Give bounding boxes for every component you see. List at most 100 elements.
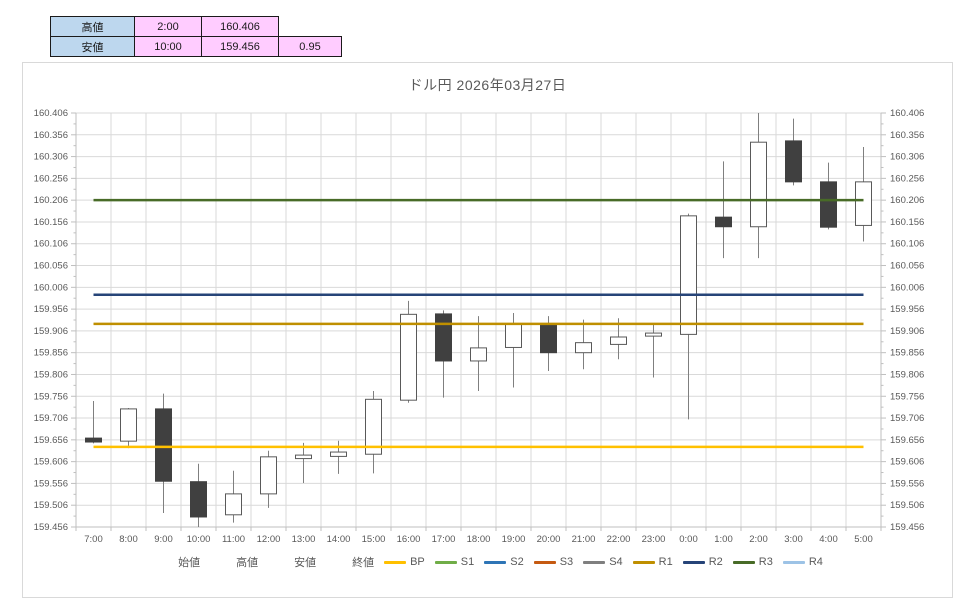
candle-body-10:00[interactable]: [190, 481, 207, 518]
legend-label: 終値: [352, 557, 375, 569]
y-axis-label-left: 159.856: [34, 348, 68, 359]
candle-body-2:00[interactable]: [750, 141, 767, 228]
legend-item-R4[interactable]: R4: [782, 556, 823, 568]
legend-item-S4[interactable]: S4: [583, 556, 623, 568]
legend-line-icon: [782, 560, 805, 564]
candle-body-16:00[interactable]: [400, 313, 417, 401]
y-axis-label-left: 159.756: [34, 391, 68, 402]
x-axis-label: 23:00: [642, 534, 666, 545]
legend-item-高値[interactable]: 高値: [210, 554, 258, 570]
candle-body-4:00[interactable]: [820, 181, 837, 228]
y-axis-label-right: 160.406: [890, 108, 924, 119]
candle-body-14:00[interactable]: [330, 451, 347, 457]
x-axis-label: 21:00: [572, 534, 596, 545]
legend-label: 始値: [178, 557, 201, 569]
x-axis-label: 13:00: [292, 534, 316, 545]
y-axis-label-left: 160.006: [34, 282, 68, 293]
high-label-cell[interactable]: 高値: [50, 16, 135, 37]
x-axis-label: 3:00: [784, 534, 803, 545]
y-axis-label-right: 160.256: [890, 173, 924, 184]
candlestick-chart[interactable]: ドル円 2026年03月27日 160.406 160.406 160.356 160…: [22, 62, 953, 598]
high-price-cell[interactable]: 160.406: [201, 16, 279, 37]
y-axis-label-right: 160.306: [890, 152, 924, 163]
y-axis-label-left: 160.406: [34, 108, 68, 119]
legend-item-終値[interactable]: 終値: [326, 554, 374, 570]
y-axis-label-right: 159.756: [890, 391, 924, 402]
legend-blank-marker: [210, 561, 232, 564]
x-axis-label: 18:00: [467, 534, 491, 545]
x-axis-label: 8:00: [119, 534, 138, 545]
x-axis-label: 14:00: [327, 534, 351, 545]
legend-label: S1: [460, 556, 475, 568]
candle-body-0:00[interactable]: [680, 215, 697, 335]
x-axis-label: 16:00: [397, 534, 421, 545]
empty-cell: [279, 17, 342, 37]
candle-body-20:00[interactable]: [540, 323, 557, 354]
y-axis-label-left: 160.156: [34, 217, 68, 228]
x-axis-label: 2:00: [749, 534, 768, 545]
x-axis-label: 9:00: [154, 534, 173, 545]
candle-body-3:00[interactable]: [785, 140, 802, 183]
candle-body-12:00[interactable]: [260, 456, 277, 495]
summary-table: 高値 2:00 160.406 安値 10:00 159.456 0.95: [50, 16, 342, 57]
y-axis-label-right: 159.556: [890, 478, 924, 489]
candle-body-18:00[interactable]: [470, 347, 487, 362]
legend-line-icon: [533, 560, 556, 564]
y-axis-label-left: 160.056: [34, 261, 68, 272]
y-axis-label-right: 160.156: [890, 217, 924, 228]
candle-body-13:00[interactable]: [295, 454, 312, 460]
candle-body-22:00[interactable]: [610, 336, 627, 345]
y-axis-label-left: 160.256: [34, 173, 68, 184]
candle-body-17:00[interactable]: [435, 313, 452, 362]
legend-item-始値[interactable]: 始値: [152, 554, 200, 570]
candle-body-19:00[interactable]: [505, 323, 522, 348]
low-price-cell[interactable]: 159.456: [201, 36, 279, 57]
candle-body-15:00[interactable]: [365, 398, 382, 455]
candle-body-5:00[interactable]: [855, 181, 872, 226]
legend-item-R1[interactable]: R1: [632, 556, 673, 568]
legend-label: BP: [410, 556, 425, 568]
candle-body-1:00[interactable]: [715, 216, 732, 228]
x-axis-label: 22:00: [607, 534, 631, 545]
plot-area: 160.406 160.406 160.356 160.356 160.306 160.3…: [34, 108, 925, 545]
candle-body-23:00[interactable]: [645, 332, 662, 337]
legend-blank-marker: [152, 561, 174, 564]
legend-item-安値[interactable]: 安値: [268, 554, 316, 570]
candle-body-9:00[interactable]: [155, 408, 172, 482]
x-axis-label: 15:00: [362, 534, 386, 545]
x-axis-label: 10:00: [187, 534, 211, 545]
legend-blank-marker: [326, 561, 348, 564]
range-cell[interactable]: 0.95: [278, 36, 342, 57]
y-axis-label-right: 160.106: [890, 239, 924, 250]
low-label-cell[interactable]: 安値: [50, 36, 135, 57]
legend-label: S3: [559, 556, 574, 568]
y-axis-label-left: 159.956: [34, 304, 68, 315]
legend-item-R2[interactable]: R2: [682, 556, 723, 568]
legend-label: 安値: [294, 557, 317, 569]
low-time-cell[interactable]: 10:00: [134, 36, 202, 57]
x-axis-label: 0:00: [679, 534, 698, 545]
legend-item-S1[interactable]: S1: [434, 556, 475, 568]
y-axis-label-left: 159.806: [34, 369, 68, 380]
legend-item-BP[interactable]: BP: [384, 556, 425, 568]
y-axis-label-left: 159.606: [34, 457, 68, 468]
candle-body-7:00[interactable]: [85, 437, 102, 443]
legend-label: R4: [808, 556, 823, 568]
legend-item-S2[interactable]: S2: [484, 556, 524, 568]
y-axis-label-right: 159.906: [890, 326, 924, 337]
y-axis-label-left: 159.456: [34, 522, 68, 533]
candle-body-8:00[interactable]: [120, 408, 137, 442]
y-axis-label-left: 159.656: [34, 435, 68, 446]
legend-line-icon: [632, 560, 655, 564]
x-axis-label: 5:00: [854, 534, 873, 545]
legend-item-S3[interactable]: S3: [533, 556, 574, 568]
legend-item-R3[interactable]: R3: [732, 556, 773, 568]
y-axis-label-left: 159.706: [34, 413, 68, 424]
candle-body-21:00[interactable]: [575, 342, 592, 354]
x-axis-label: 17:00: [432, 534, 456, 545]
high-time-cell[interactable]: 2:00: [134, 16, 202, 37]
x-axis-label: 7:00: [84, 534, 103, 545]
candle-body-11:00[interactable]: [225, 493, 242, 516]
y-axis-label-right: 159.706: [890, 413, 924, 424]
